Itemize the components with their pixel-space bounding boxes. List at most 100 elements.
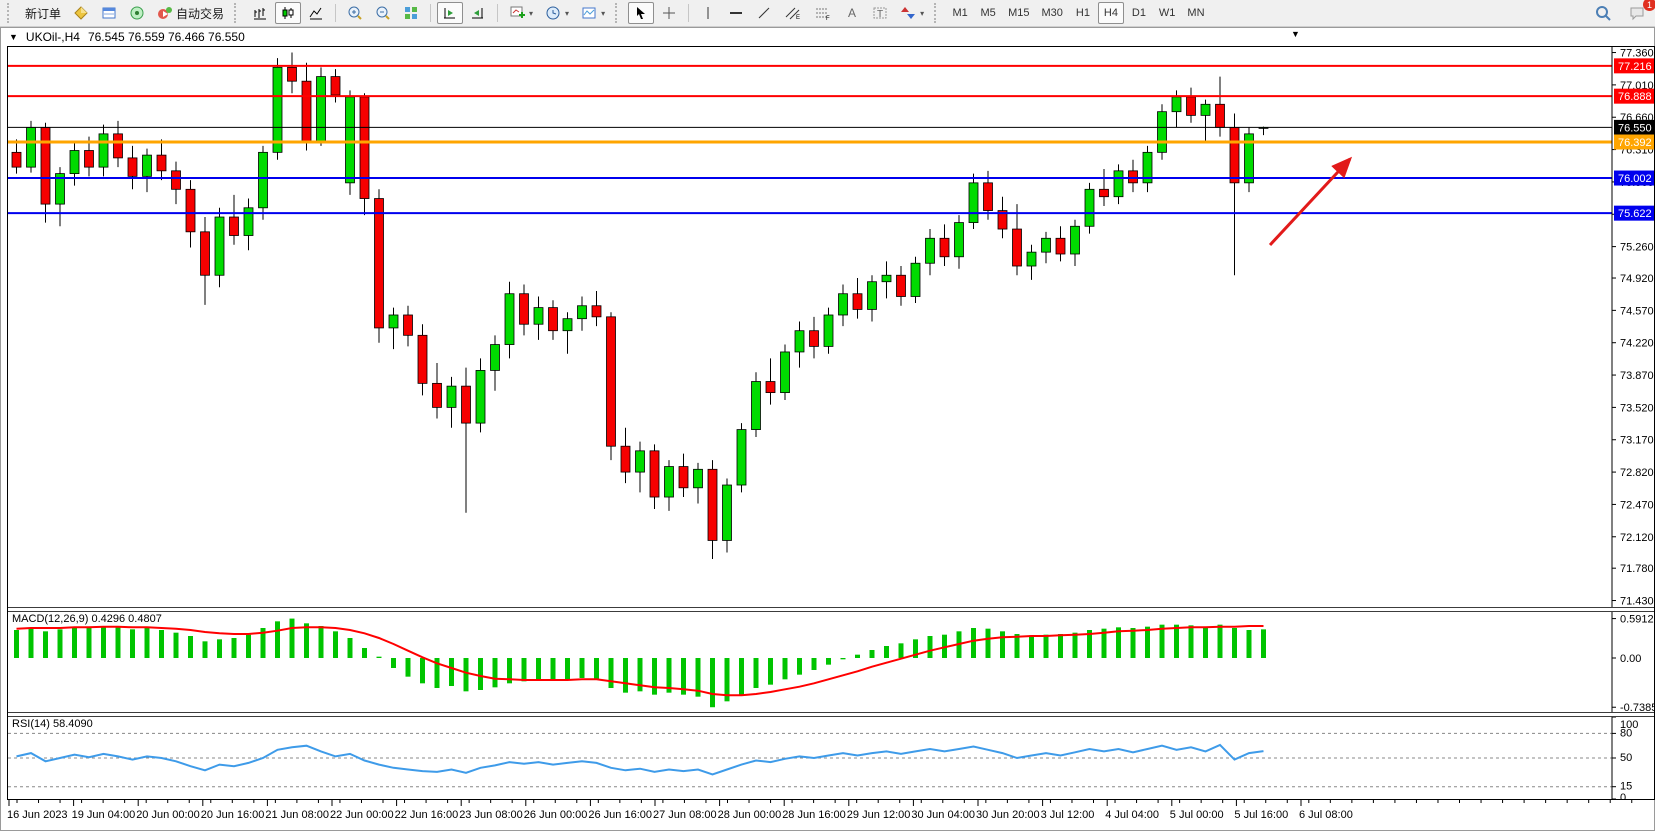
time-label: 28 Jun 00:00 — [717, 809, 782, 821]
timeframe-h1-button[interactable]: H1 — [1070, 2, 1096, 24]
svg-text:F: F — [826, 16, 830, 21]
arrows-button[interactable]: ▾ — [895, 2, 929, 24]
svg-text:76.392: 76.392 — [1618, 137, 1652, 149]
chart-panes: 77.36077.01076.66076.31075.96075.61075.2… — [7, 46, 1655, 800]
templates-button[interactable]: ▾ — [576, 2, 610, 24]
time-label: 30 Jun 04:00 — [911, 809, 976, 821]
clock-icon — [545, 5, 561, 21]
svg-text:T: T — [877, 9, 883, 20]
macd-pane[interactable]: 0.5912 0.00 -0.7385 MACD(12,26,9) 0.4296 0… — [8, 612, 1654, 712]
signals-button[interactable] — [124, 2, 150, 24]
toolbar-grip[interactable] — [7, 3, 15, 23]
svg-text:E: E — [796, 15, 800, 21]
dropdown-caret-icon: ▾ — [529, 8, 534, 18]
trendline-icon — [756, 5, 772, 21]
market-watch-button[interactable] — [68, 2, 94, 24]
trendline-button[interactable] — [751, 2, 777, 24]
crosshair-button[interactable] — [656, 2, 682, 24]
svg-text:75.622: 75.622 — [1618, 208, 1652, 220]
cursor-button[interactable] — [628, 2, 655, 24]
one-click-trading-toggle-icon[interactable]: ▼ — [9, 32, 18, 42]
gold-diamond-icon — [73, 5, 89, 21]
search-button[interactable] — [1589, 2, 1617, 24]
timeframe-d1-button[interactable]: D1 — [1126, 2, 1152, 24]
svg-text:100: 100 — [1620, 719, 1638, 731]
chart-header: ▼ UKOil-,H4 76.545 76.559 76.466 76.550 … — [1, 28, 1654, 46]
svg-text:77.360: 77.360 — [1620, 48, 1654, 60]
svg-text:73.870: 73.870 — [1620, 370, 1654, 382]
signal-icon — [129, 5, 145, 21]
time-label: 22 Jun 00:00 — [330, 809, 394, 821]
bar-chart-icon — [252, 5, 268, 21]
time-label: 21 Jun 08:00 — [265, 809, 330, 821]
timeframe-h4-button[interactable]: H4 — [1097, 2, 1124, 24]
svg-text:0.00: 0.00 — [1620, 653, 1641, 665]
candlestick-chart-button[interactable] — [275, 2, 302, 24]
indicators-button[interactable]: ▾ — [504, 2, 538, 24]
data-window-icon — [101, 5, 117, 21]
time-label: 29 Jun 12:00 — [846, 809, 911, 821]
svg-text:72.470: 72.470 — [1620, 499, 1654, 511]
search-icon — [1594, 4, 1612, 22]
cursor-icon — [633, 5, 649, 21]
time-label: 28 Jun 16:00 — [782, 809, 846, 821]
template-icon — [581, 5, 597, 21]
timeframe-m15-button[interactable]: M15 — [1003, 2, 1034, 24]
bar-chart-button[interactable] — [247, 2, 273, 24]
time-label: 22 Jun 16:00 — [394, 809, 459, 821]
chart-shift-marker-icon[interactable]: ▼ — [1291, 29, 1300, 39]
line-chart-button[interactable] — [303, 2, 329, 24]
toolbar-grip[interactable] — [234, 3, 242, 23]
svg-text:76.002: 76.002 — [1618, 173, 1652, 185]
pane-splitter[interactable] — [8, 712, 1654, 717]
zoom-out-button[interactable] — [370, 2, 396, 24]
new-order-button[interactable]: 新订单 — [20, 2, 66, 24]
timeframe-m5-button[interactable]: M5 — [975, 2, 1001, 24]
tile-windows-button[interactable] — [398, 2, 424, 24]
svg-text:73.170: 73.170 — [1620, 435, 1654, 447]
svg-text:72.120: 72.120 — [1620, 532, 1654, 544]
tile-windows-icon — [403, 5, 419, 21]
line-chart-icon — [308, 5, 324, 21]
equidistant-channel-button[interactable]: E — [779, 2, 807, 24]
ohlc-values: 76.545 76.559 76.466 76.550 — [87, 30, 245, 44]
timeframe-mn-button[interactable]: MN — [1182, 2, 1209, 24]
text-label-button[interactable]: T — [867, 2, 893, 24]
toolbar-separator — [335, 4, 337, 22]
data-window-button[interactable] — [96, 2, 122, 24]
svg-text:74.920: 74.920 — [1620, 273, 1654, 285]
toolbar-grip[interactable] — [615, 3, 623, 23]
text-button[interactable]: A — [839, 2, 865, 24]
pane-splitter[interactable] — [8, 607, 1654, 612]
time-label: 5 Jul 16:00 — [1234, 809, 1289, 821]
time-axis[interactable]: 16 Jun 2023 19 Jun 04:00 20 Jun 00:00 20 Ju… — [7, 800, 1655, 824]
timeframe-m1-button[interactable]: M1 — [947, 2, 973, 24]
dropdown-caret-icon: ▾ — [601, 8, 606, 18]
periods-button[interactable]: ▾ — [540, 2, 574, 24]
rsi-pane[interactable]: 100 80 50 15 0 RSI(14) 58.4090 — [8, 717, 1654, 799]
toolbar-grip[interactable] — [934, 3, 942, 23]
time-label: 27 Jun 08:00 — [653, 809, 717, 821]
svg-text:71.430: 71.430 — [1620, 596, 1654, 607]
time-label: 4 Jul 04:00 — [1105, 809, 1160, 821]
timeframe-w1-button[interactable]: W1 — [1154, 2, 1181, 24]
svg-text:77.216: 77.216 — [1618, 61, 1652, 73]
fibonacci-button[interactable]: F — [809, 2, 837, 24]
chart-shift-button[interactable] — [465, 2, 491, 24]
chat-button[interactable] — [1623, 2, 1651, 24]
time-label: 26 Jun 16:00 — [588, 809, 653, 821]
svg-text:72.820: 72.820 — [1620, 467, 1654, 479]
zoom-in-button[interactable] — [342, 2, 368, 24]
vertical-line-button[interactable] — [695, 2, 721, 24]
dropdown-caret-icon: ▾ — [920, 8, 925, 18]
time-label: 20 Jun 00:00 — [136, 809, 200, 821]
main-chart-pane[interactable]: 77.36077.01076.66076.31075.96075.61075.2… — [8, 47, 1654, 607]
horizontal-line-button[interactable] — [723, 2, 749, 24]
candlestick-icon — [280, 5, 296, 21]
auto-trading-button[interactable]: 自动交易 — [152, 2, 229, 24]
svg-text:74.220: 74.220 — [1620, 338, 1654, 350]
timeframe-m30-button[interactable]: M30 — [1037, 2, 1068, 24]
arrows-icon — [900, 5, 916, 21]
svg-text:74.570: 74.570 — [1620, 305, 1654, 317]
auto-scroll-button[interactable] — [437, 2, 464, 24]
